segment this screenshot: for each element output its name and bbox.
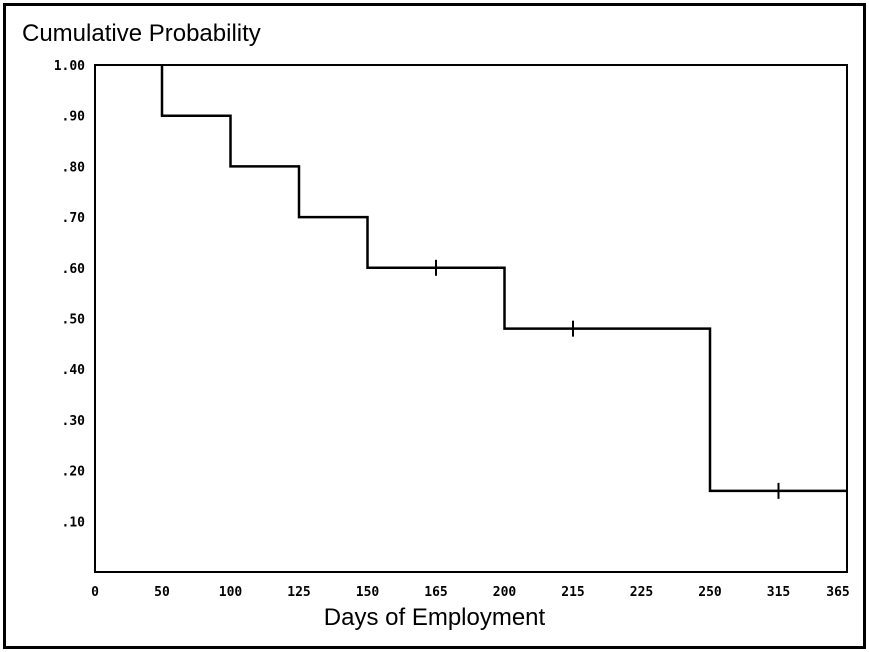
survival-curve: [160, 65, 847, 493]
x-tick-label: 100: [219, 585, 243, 600]
x-tick-label: 125: [287, 585, 310, 600]
y-tick-label: .90: [62, 110, 86, 125]
y-tick-label: .50: [62, 313, 86, 328]
x-tick-label: 200: [493, 585, 517, 600]
x-tick-label: 165: [424, 585, 447, 600]
y-tick-label: .60: [62, 262, 86, 277]
x-tick-label: 250: [698, 585, 722, 600]
y-axis-label: Cumulative Probability: [22, 20, 261, 47]
x-tick-label: 315: [767, 585, 790, 600]
chart-frame: [3, 3, 866, 649]
x-tick-label: 0: [91, 585, 99, 600]
y-tick-label: .80: [62, 160, 86, 175]
y-tick-label: .70: [62, 211, 86, 226]
plot-area: [94, 64, 848, 573]
x-tick-label: 225: [630, 585, 653, 600]
y-tick-label: 1.00: [54, 59, 85, 74]
y-tick-label: .10: [62, 515, 86, 530]
y-tick-label: .30: [62, 414, 86, 429]
y-tick-label: .40: [62, 363, 86, 378]
x-tick-label: 215: [561, 585, 584, 600]
x-tick-label: 150: [356, 585, 380, 600]
y-tick-label: .20: [62, 465, 86, 480]
x-tick-label: 50: [154, 585, 170, 600]
x-tick-label: 365: [826, 585, 849, 600]
x-axis-label: Days of Employment: [323, 604, 546, 631]
